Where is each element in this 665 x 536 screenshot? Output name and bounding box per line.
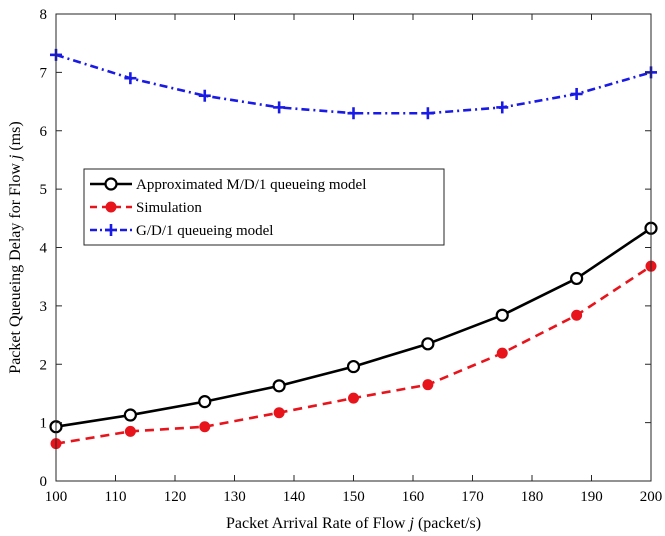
axes: 100 110 120 130 140 150 160 170 180 190 200 0 1 2 3 4 5 6… xyxy=(7,7,662,532)
x-axis-label: Packet Arrival Rate of Flow j (packet/s) xyxy=(226,515,481,532)
series-2-point-4 xyxy=(273,407,285,419)
x-tick-label: 130 xyxy=(223,489,246,505)
x-tick-label: 160 xyxy=(402,489,425,505)
series-3-point-2 xyxy=(124,72,137,85)
x-tick-label: 110 xyxy=(105,489,127,505)
series-1-point-5 xyxy=(346,359,361,374)
series-1-point-3 xyxy=(198,395,212,409)
series-1-point-8 xyxy=(570,271,584,286)
x-tick-label: 190 xyxy=(580,489,603,505)
x-tick-label: 150 xyxy=(342,489,365,505)
y-tick-label: 6 xyxy=(40,124,48,140)
series-2-point-2 xyxy=(124,425,136,437)
legend-swatch-marker-1 xyxy=(104,177,118,191)
x-tick-label: 120 xyxy=(164,489,187,505)
legend-label-3: G/D/1 queueing model xyxy=(136,223,273,239)
y-axis-label: Packet Queueing Delay for Flow j (ms) xyxy=(7,121,24,373)
x-tick-label: 170 xyxy=(461,489,484,505)
series-1-point-6 xyxy=(421,337,435,351)
series-2-point-3 xyxy=(199,421,211,433)
series-2-point-8 xyxy=(571,309,583,321)
legend: Approximated M/D/1 queueing model Simulat… xyxy=(83,168,445,246)
series-1-point-2 xyxy=(123,408,137,422)
legend-box xyxy=(83,168,445,246)
legend-label-2: Simulation xyxy=(136,200,202,216)
series-2-point-6 xyxy=(422,379,434,391)
legend-label-1: Approximated M/D/1 queueing model xyxy=(136,177,366,193)
x-tick-label: 100 xyxy=(45,489,68,505)
axis-label-part: Packet Queueing Delay for Flow xyxy=(7,159,24,374)
series-1-point-4 xyxy=(272,379,286,393)
x-tick-label: 140 xyxy=(283,489,306,505)
legend-swatch-marker-2 xyxy=(105,201,117,213)
y-tick-label: 7 xyxy=(40,65,48,81)
x-tick-label: 200 xyxy=(640,489,663,505)
series-3-point-5 xyxy=(347,107,360,120)
series-2-point-7 xyxy=(496,347,508,359)
series-line-3 xyxy=(55,53,652,115)
series-1-point-7 xyxy=(495,308,509,322)
y-tick-label: 0 xyxy=(40,474,48,490)
legend-swatch-marker-3 xyxy=(105,224,117,236)
x-tick-label: 180 xyxy=(521,489,544,505)
series-line-2 xyxy=(55,265,652,445)
y-tick-label: 5 xyxy=(40,182,48,198)
series-3-point-4 xyxy=(273,101,286,114)
series-3-point-7 xyxy=(496,101,509,114)
series-2-point-5 xyxy=(348,392,359,404)
axes-frame xyxy=(55,13,652,482)
axis-label-variable: j xyxy=(407,515,414,532)
y-tick-label: 2 xyxy=(40,357,48,373)
axis-label-part: Packet Arrival Rate of Flow xyxy=(226,515,410,532)
y-tick-label: 4 xyxy=(40,241,48,257)
series-3-point-3 xyxy=(198,89,211,102)
y-tick-label: 1 xyxy=(40,416,48,432)
series-3-point-6 xyxy=(421,107,434,120)
y-tick-label: 8 xyxy=(40,7,48,23)
series-3-point-8 xyxy=(570,87,583,100)
y-tick-label: 3 xyxy=(40,299,48,315)
axis-label-variable: j xyxy=(7,154,24,161)
axis-label-part: (packet/s) xyxy=(414,515,481,532)
axis-label-part: (ms) xyxy=(7,121,24,154)
plot-area xyxy=(49,48,658,450)
